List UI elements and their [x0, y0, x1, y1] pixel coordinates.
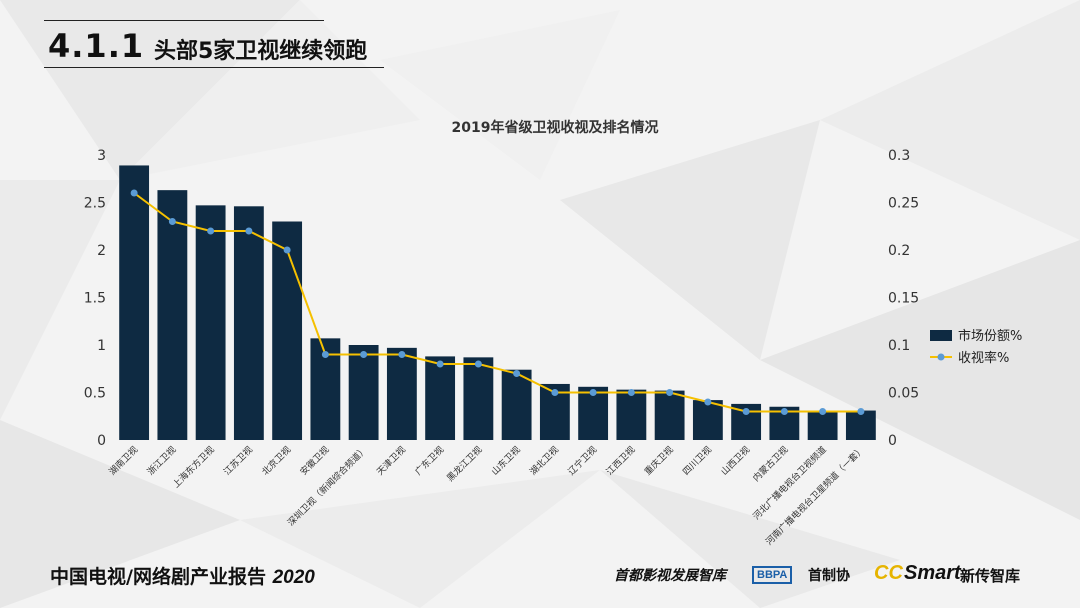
report-title-text: 中国电视/网络剧产业报告: [50, 566, 266, 588]
rate-point: [398, 351, 406, 358]
y-right-tick-label: 0.2: [888, 243, 910, 259]
rate-point: [780, 408, 788, 415]
rate-point: [551, 389, 559, 396]
bar: [272, 221, 303, 440]
legend-line-marker: [937, 353, 945, 361]
rate-point: [474, 360, 482, 368]
rate-point: [245, 227, 253, 235]
rate-point: [819, 408, 827, 415]
x-tick-label: 山东卫视: [489, 444, 523, 478]
y-right-tick-label: 0.15: [888, 291, 919, 307]
y-left-tick-label: 1: [97, 338, 106, 354]
x-tick-label: 重庆卫视: [642, 444, 676, 478]
y-left-tick-label: 2.5: [84, 196, 106, 212]
y-right-tick-label: 0.3: [888, 148, 910, 164]
x-tick-label: 深圳卫视（新闻综合频道）: [285, 444, 370, 529]
y-left-tick-label: 0.5: [84, 386, 106, 402]
bar: [386, 347, 417, 440]
rate-point: [627, 389, 635, 396]
rate-point: [742, 408, 750, 415]
bar: [845, 410, 876, 440]
rate-point: [857, 408, 865, 415]
x-tick-label: 湖南卫视: [106, 444, 140, 478]
x-tick-label: 浙江卫视: [145, 444, 179, 478]
legend-bar-swatch: [930, 330, 952, 341]
bar: [157, 190, 188, 440]
x-tick-label: 辽宁卫视: [565, 444, 599, 478]
page-title: 头部5家卫视继续领跑: [154, 39, 368, 64]
rate-point: [207, 227, 215, 235]
logo-ccsmart-smart: Smart: [904, 562, 961, 584]
bar: [233, 206, 264, 440]
rate-point: [360, 351, 368, 358]
rate-point: [168, 218, 176, 225]
x-tick-label: 北京卫视: [259, 444, 293, 478]
bar: [348, 345, 379, 440]
rate-point: [666, 389, 674, 396]
x-tick-label: 河北广播电视台卫视频道: [750, 444, 828, 522]
y-left-tick-label: 0: [97, 433, 106, 449]
legend: 市场份额% 收视率%: [930, 328, 1022, 366]
rate-point: [589, 389, 597, 396]
y-right-tick-label: 0.05: [888, 386, 919, 402]
footer-logos: 首都影视发展智库 BBPA 首制协 CC Smart 新传智库: [0, 562, 1080, 587]
x-tick-label: 广东卫视: [412, 444, 446, 478]
rate-point: [130, 189, 138, 197]
bar: [463, 357, 494, 440]
y-right-tick-label: 0.25: [888, 196, 919, 212]
rate-point: [436, 360, 444, 368]
y-left-tick-label: 3: [97, 148, 106, 164]
rate-line: [133, 192, 861, 413]
logo-bbpa-text: 首制协: [808, 568, 850, 584]
y-right-tick-label: 0.1: [888, 338, 910, 354]
y-right-tick-label: 0: [888, 433, 897, 449]
bar: [195, 205, 226, 440]
legend-line-label: 收视率%: [958, 350, 1009, 366]
legend-bar-label: 市场份额%: [958, 328, 1022, 344]
y-left-tick-label: 1.5: [84, 291, 106, 307]
logo-capital-film-think-tank: 首都影视发展智库: [614, 568, 726, 584]
report-title: 中国电视/网络剧产业报告 2020: [50, 562, 315, 589]
logo-ccsmart-text: 新传智库: [960, 567, 1021, 585]
x-tick-label: 天津卫视: [374, 444, 408, 478]
bar: [501, 369, 532, 440]
header-rule-bottom: [44, 67, 384, 68]
header-rule-top: [44, 20, 324, 21]
x-tick-label: 山西卫视: [718, 444, 752, 478]
x-tick-label: 湖北卫视: [527, 444, 561, 478]
chart-title: 2019年省级卫视收视及排名情况: [452, 119, 659, 136]
x-tick-label: 上海东方卫视: [170, 444, 217, 491]
section-number: 4.1.1: [48, 27, 145, 65]
x-tick-label: 四川卫视: [680, 444, 714, 478]
x-tick-label: 内蒙古卫视: [750, 444, 790, 484]
x-tick-label: 安徽卫视: [298, 444, 332, 478]
y-left-tick-label: 2: [97, 243, 106, 259]
logo-ccsmart-cc: CC: [874, 562, 903, 584]
bar: [692, 400, 723, 440]
x-tick-label: 江苏卫视: [221, 444, 255, 478]
x-tick-label: 江西卫视: [604, 444, 638, 478]
rate-point: [283, 246, 291, 254]
bar: [425, 356, 456, 440]
logo-bbpa-badge: BBPA: [752, 566, 793, 584]
x-tick-label: 黑龙江卫视: [444, 444, 484, 484]
bar: [119, 165, 150, 440]
rate-point: [704, 398, 712, 406]
bar: [807, 410, 838, 440]
bar: [616, 389, 647, 440]
rate-point: [513, 370, 521, 377]
rate-point: [321, 351, 329, 358]
report-year: 2020: [272, 567, 315, 588]
bar: [654, 390, 685, 440]
